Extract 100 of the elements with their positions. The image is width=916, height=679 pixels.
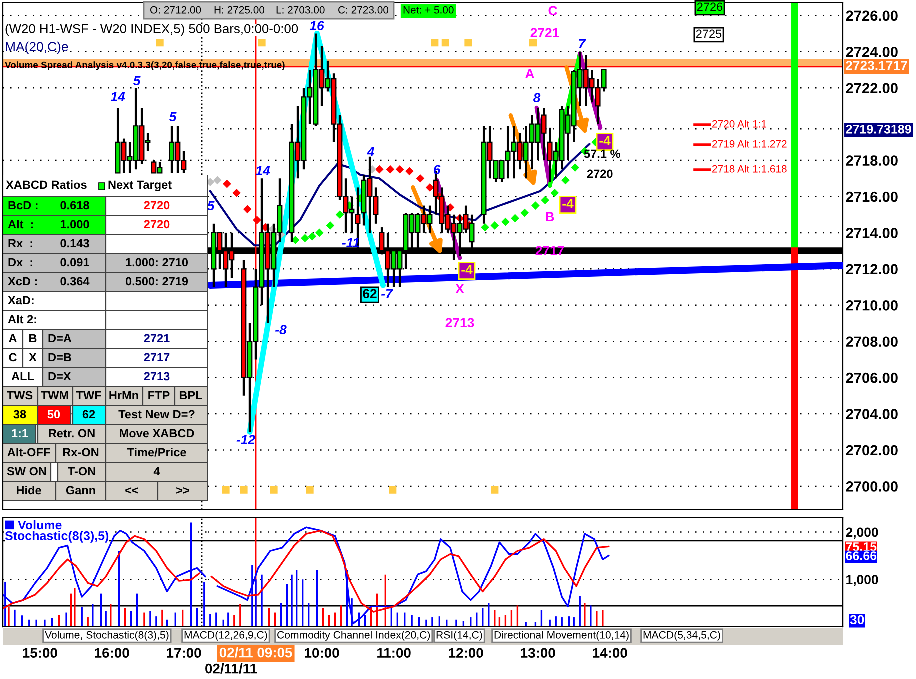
series-label: Stochastic(8(3),5) — [5, 531, 109, 543]
annotation: H: 2725.00 — [214, 6, 265, 14]
annotation: C: 2723.00 — [338, 6, 389, 14]
y2-tick-label: 75.15 — [846, 542, 877, 552]
annotation: 14 — [110, 92, 126, 102]
annotation: 2725 — [696, 30, 722, 38]
x-tick-label: 17:00 — [167, 648, 202, 658]
annotation: 2726 — [697, 2, 723, 12]
annotation: O: 2712.00 — [150, 6, 202, 14]
annotation: 2719 Alt 1:1.272 — [712, 140, 787, 148]
annotation: 2720 — [144, 201, 170, 210]
annotation: B — [546, 212, 554, 222]
annotation: FTP — [148, 391, 170, 400]
annotation: 62 — [363, 289, 377, 299]
annotation: -4 — [562, 199, 574, 208]
annotation: Alt 2: — [8, 314, 36, 324]
y-tick-label: 2716.00 — [846, 192, 898, 202]
annotation: X — [29, 353, 37, 362]
annotation: Alt-OFF — [8, 448, 50, 457]
annotation: D=A — [48, 334, 72, 343]
annotation: 5 — [207, 201, 215, 211]
y-tick-label: 2718.00 — [846, 156, 898, 166]
annotation: -7 — [381, 289, 394, 298]
annotation: 5 — [169, 112, 177, 122]
annotation: A — [526, 69, 534, 78]
annotation: X — [456, 284, 464, 294]
annotation: 0.618 — [60, 201, 90, 210]
y-tick-label: 2710.00 — [846, 300, 898, 311]
x-tick-label: 15:00 — [23, 648, 58, 658]
x-tick-label: 11:00 — [378, 648, 411, 658]
annotation: 50 — [48, 410, 60, 419]
annotation: 7 — [579, 39, 586, 48]
annotation: ALL — [12, 372, 34, 381]
annotation: HrMn — [110, 391, 138, 400]
annotation: 2720 — [587, 170, 613, 178]
annotation: Next Target — [108, 180, 172, 192]
text: MACD(12,26,9,C) — [184, 631, 268, 641]
annotation: 2721 — [144, 334, 170, 343]
y-tick-label: 2719.73189 — [846, 124, 912, 134]
y-tick-label: 2700.00 — [846, 482, 898, 492]
text: (W20 H1-WSF - W20 INDEX,5) 500 Bars,0:00-0:00 — [6, 24, 298, 36]
annotation: 2717 — [144, 353, 170, 362]
annotation: XABCD Ratios — [6, 180, 87, 190]
annotation: 0.500: 2719 — [126, 277, 188, 286]
annotation: Alt : — [8, 220, 34, 229]
y-tick-label: 1,000 — [846, 575, 878, 586]
annotation: BcD : — [8, 201, 38, 210]
annotation: C — [548, 6, 558, 16]
y-tick-label: 2706.00 — [846, 372, 898, 384]
annotation: 6 — [434, 165, 441, 175]
annotation: 2720 — [144, 220, 170, 229]
annotation: Gann — [66, 486, 96, 495]
y-tick-label: 2726.00 — [846, 10, 898, 22]
annotation: Hide — [17, 486, 42, 495]
annotation: 38 — [14, 410, 26, 419]
text: Volume, Stochastic(8(3),5) — [45, 631, 169, 641]
annotation: MA(20,C)e — [6, 42, 68, 54]
text: 02/11/11 — [206, 664, 258, 674]
annotation: XcD : — [8, 277, 38, 286]
annotation: 5 — [133, 76, 141, 86]
annotation: A — [9, 334, 17, 343]
text: Commodity Channel Index(20,C) — [278, 631, 430, 641]
annotation: C — [9, 353, 17, 362]
y-tick-label: 2708.00 — [846, 336, 898, 348]
ref-line-label: 2723.1717 — [846, 61, 908, 70]
annotation: 0.091 — [60, 258, 90, 267]
annotation: D=X — [48, 372, 72, 381]
annotation: SW ON — [7, 467, 46, 476]
annotation: 2720 Alt 1:1 — [712, 120, 767, 128]
annotation: XaD: — [8, 296, 34, 305]
annotation: Time/Price — [127, 448, 186, 457]
y-tick-label: 2704.00 — [846, 409, 898, 420]
annotation: TWS — [7, 391, 33, 400]
annotation: 4 — [154, 467, 160, 476]
annotation: Test New D=? — [118, 410, 195, 419]
y-tick-label: 2,000 — [846, 528, 878, 540]
annotation: Rx : — [8, 239, 32, 248]
text: 30 — [850, 615, 864, 625]
x-tick-label: 10:00 — [305, 648, 340, 658]
annotation: 62 — [82, 410, 96, 419]
annotation: Net: + 5.00 — [404, 6, 454, 14]
annotation: Dx : — [8, 258, 32, 267]
x-tick-label: 12:00 — [449, 648, 484, 658]
y-tick-label: 2722.00 — [846, 83, 898, 94]
x-tick-label: 16:00 — [95, 648, 130, 658]
x-tick-label: 14:00 — [593, 648, 628, 658]
ref-line-label: 02/11 09:05 — [220, 648, 292, 658]
annotation: << — [126, 487, 138, 494]
text: MACD(5,34,5,C) — [644, 631, 720, 641]
annotation: TWF — [76, 391, 102, 400]
annotation: BPL — [180, 391, 202, 400]
annotation: L: 2703.00 — [276, 6, 325, 14]
annotation: 1.000: 2710 — [126, 258, 188, 267]
y-tick-label: 2714.00 — [846, 228, 898, 238]
y2-tick-label: 66.66 — [846, 552, 877, 560]
annotation: -8 — [275, 325, 287, 335]
annotation: 2718 Alt 1:1.618 — [712, 165, 787, 173]
y-tick-label: 2724.00 — [846, 46, 898, 58]
annotation: Rx-ON — [63, 448, 99, 457]
annotation: Retr. ON — [49, 429, 95, 438]
